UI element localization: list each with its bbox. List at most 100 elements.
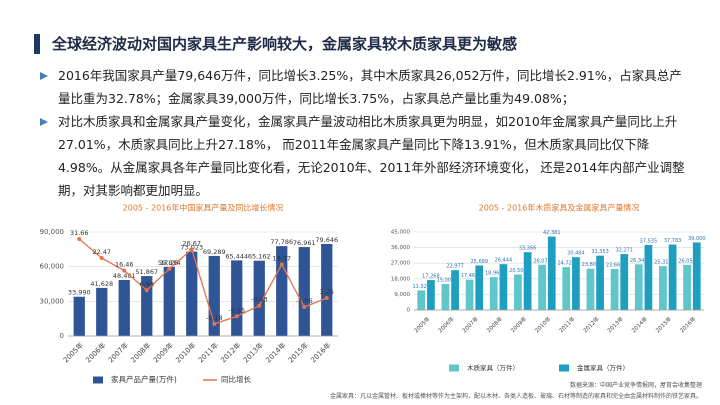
value-label: 39,000	[688, 236, 706, 242]
bar	[620, 254, 629, 310]
x-tick-label: 2013年	[241, 340, 265, 364]
bar	[96, 287, 108, 336]
bar	[514, 274, 522, 310]
value-label: 32,271	[616, 248, 634, 254]
x-tick-label: 2012年	[219, 340, 243, 364]
bar	[231, 260, 243, 336]
bar	[538, 264, 546, 310]
value-label: 26,076	[533, 258, 551, 264]
value-label: -9.18	[206, 314, 223, 322]
line-point	[189, 247, 194, 252]
x-tick-label: 2007年	[106, 340, 130, 364]
x-tick-label: 2009年	[151, 340, 175, 364]
bar	[441, 283, 450, 310]
bar	[321, 243, 333, 336]
value-label: 25,315	[654, 260, 672, 266]
y-tick-label: 27,000	[391, 261, 411, 267]
value-label: -1.06	[296, 297, 313, 305]
line-point	[99, 256, 104, 261]
bar	[596, 255, 604, 310]
x-tick-label: 2009年	[509, 314, 529, 334]
x-tick-label: 2006年	[84, 340, 108, 364]
value-label: 20,500	[509, 268, 527, 274]
line-point	[167, 266, 172, 271]
x-tick-label: 2008年	[485, 314, 505, 334]
value-label: 69,289	[203, 248, 226, 256]
bar	[692, 242, 701, 310]
y-tick-label: 0	[407, 308, 411, 314]
source: 数据来源：中国产业竞争情报网，屋育会收集整理	[569, 382, 702, 389]
value-label: 59,814	[158, 259, 181, 267]
x-tick-label: 2006年	[436, 314, 456, 334]
line-point	[324, 296, 329, 301]
bar	[118, 279, 130, 336]
value-label: 17.25	[160, 259, 179, 267]
y-tick-label: 90,000	[40, 228, 65, 236]
value-label: 37,783	[664, 238, 682, 244]
value-label: 22.47	[92, 248, 111, 256]
y-tick-label: 60,000	[40, 263, 65, 271]
bar	[298, 247, 310, 336]
value-label: 26,444	[495, 258, 513, 264]
chart: 2005 - 2016年中国家具产量及同比增长情况 0 30,000 60,000 90…	[40, 203, 339, 385]
line-point	[212, 321, 217, 326]
bar	[683, 264, 691, 310]
x-tick-label: 2016年	[678, 314, 698, 334]
x-tick-label: 2014年	[630, 314, 650, 334]
y-tick-label: 36,000	[391, 245, 411, 251]
bullet: 2016年我国家具产量79,646万件，同比增长3.25%，其中木质家具26,0…	[40, 64, 690, 110]
legend-swatch	[93, 376, 103, 384]
value-label: 65,162	[248, 253, 271, 261]
y-tick-label: 18,000	[391, 276, 411, 282]
value-label: 51,867	[135, 268, 158, 276]
value-label: 22,977	[446, 264, 464, 270]
value-label: 11,320	[413, 284, 431, 290]
bar	[562, 267, 571, 310]
x-tick-label: 2014年	[264, 340, 288, 364]
legend-label: 木质家具（万件）	[467, 363, 519, 372]
bar	[644, 244, 653, 310]
line-point	[302, 305, 307, 310]
bar	[489, 277, 498, 310]
bar	[586, 268, 595, 310]
value-label: 25,689	[471, 259, 489, 265]
value-label: 16.46	[115, 261, 134, 269]
chart-title: 2005 - 2016年木质家具及金属家具产量情况	[479, 203, 640, 213]
chart-title: 2005 - 2016年中国家具产量及同比增长情况	[123, 203, 284, 213]
bar	[451, 270, 459, 310]
bar	[659, 266, 667, 310]
x-tick-label: 2013年	[605, 314, 625, 334]
note: 金属家具：凡以金属管材、板材或棒材等作为主架构，配以木材、各类人造板、玻璃、石材…	[329, 393, 702, 400]
line-point	[144, 288, 149, 293]
bar	[634, 264, 643, 310]
value-label: 23,800	[582, 262, 600, 268]
x-tick-label: 2015年	[286, 340, 310, 364]
y-tick-label: 0	[60, 332, 64, 340]
x-tick-label: 2011年	[196, 340, 220, 364]
value-label: 26.67	[182, 239, 201, 247]
bar	[572, 257, 580, 310]
x-tick-label: 2007年	[460, 314, 480, 334]
x-tick-label: 2015年	[654, 314, 674, 334]
value-label: 33,366	[519, 246, 537, 252]
bar	[73, 296, 85, 336]
legend-label: 家具产品产量(万件)	[111, 374, 177, 384]
value-label: -0.43	[251, 296, 268, 304]
line-point	[122, 268, 127, 273]
bar	[208, 255, 220, 336]
bar	[186, 251, 198, 336]
value-label: 26,052	[678, 258, 696, 264]
value-label: 65,444	[225, 252, 248, 260]
value-label: 24,725	[558, 261, 576, 267]
line-point	[77, 236, 82, 241]
x-tick-label: 2010年	[533, 314, 553, 334]
bar	[276, 246, 288, 336]
x-tick-label: 2010年	[174, 340, 198, 364]
value-label: 23,660	[606, 262, 624, 268]
y-tick-label: 9,000	[394, 292, 410, 298]
bar	[475, 265, 484, 310]
value-label: 42,381	[543, 230, 561, 236]
value-label: 48,481	[113, 272, 136, 280]
bullet-list: 2016年我国家具产量79,646万件，同比增长3.25%，其中木质家具26,0…	[40, 64, 690, 202]
value-label: 19.37	[272, 255, 291, 263]
